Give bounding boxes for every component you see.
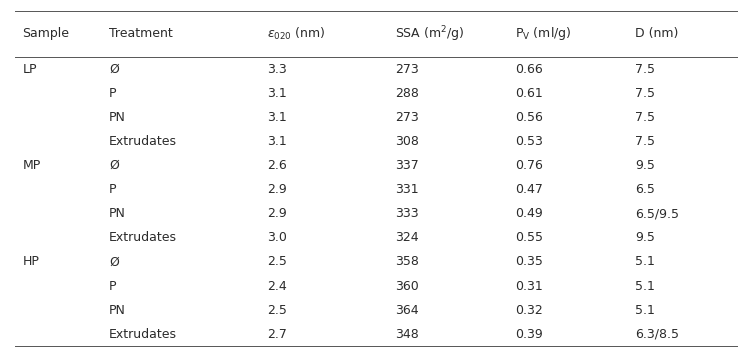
Text: SSA (m$^2$/g): SSA (m$^2$/g): [395, 24, 464, 44]
Text: 2.6: 2.6: [267, 159, 287, 172]
Text: Ø: Ø: [109, 63, 119, 76]
Text: 358: 358: [395, 256, 419, 268]
Text: 360: 360: [395, 280, 419, 292]
Text: 2.5: 2.5: [267, 304, 287, 317]
Text: P: P: [109, 87, 117, 100]
Text: 5.1: 5.1: [635, 304, 655, 317]
Text: PN: PN: [109, 304, 126, 317]
Text: 2.7: 2.7: [267, 328, 287, 341]
Text: 0.49: 0.49: [515, 207, 543, 220]
Text: 331: 331: [395, 183, 418, 196]
Text: 5.1: 5.1: [635, 280, 655, 292]
Text: PN: PN: [109, 111, 126, 124]
Text: P: P: [109, 280, 117, 292]
Text: Ø: Ø: [109, 256, 119, 268]
Text: $\varepsilon_{020}$ (nm): $\varepsilon_{020}$ (nm): [267, 26, 326, 42]
Text: 7.5: 7.5: [635, 87, 656, 100]
Text: P$_\mathregular{V}$ (ml/g): P$_\mathregular{V}$ (ml/g): [515, 25, 572, 42]
Text: 2.9: 2.9: [267, 207, 287, 220]
Text: 337: 337: [395, 159, 419, 172]
Text: 288: 288: [395, 87, 419, 100]
Text: 0.35: 0.35: [515, 256, 543, 268]
Text: 348: 348: [395, 328, 419, 341]
Text: 273: 273: [395, 63, 419, 76]
Text: Ø: Ø: [109, 159, 119, 172]
Text: 0.55: 0.55: [515, 231, 543, 244]
Text: D (nm): D (nm): [635, 27, 679, 40]
Text: 7.5: 7.5: [635, 135, 656, 148]
Text: 2.4: 2.4: [267, 280, 287, 292]
Text: 2.9: 2.9: [267, 183, 287, 196]
Text: Treatment: Treatment: [109, 27, 173, 40]
Text: 6.5: 6.5: [635, 183, 655, 196]
Text: 9.5: 9.5: [635, 231, 655, 244]
Text: Extrudates: Extrudates: [109, 328, 177, 341]
Text: 3.1: 3.1: [267, 135, 287, 148]
Text: 273: 273: [395, 111, 419, 124]
Text: 7.5: 7.5: [635, 111, 656, 124]
Text: 324: 324: [395, 231, 418, 244]
Text: 3.0: 3.0: [267, 231, 287, 244]
Text: 5.1: 5.1: [635, 256, 655, 268]
Text: P: P: [109, 183, 117, 196]
Text: 333: 333: [395, 207, 418, 220]
Text: 0.76: 0.76: [515, 159, 543, 172]
Text: 7.5: 7.5: [635, 63, 656, 76]
Text: MP: MP: [23, 159, 41, 172]
Text: 6.5/9.5: 6.5/9.5: [635, 207, 680, 220]
Text: Extrudates: Extrudates: [109, 231, 177, 244]
Text: 0.47: 0.47: [515, 183, 543, 196]
Text: 0.32: 0.32: [515, 304, 543, 317]
Text: 364: 364: [395, 304, 418, 317]
Text: HP: HP: [23, 256, 39, 268]
Text: 0.56: 0.56: [515, 111, 543, 124]
Text: 0.53: 0.53: [515, 135, 543, 148]
Text: 0.66: 0.66: [515, 63, 543, 76]
Text: Sample: Sample: [23, 27, 69, 40]
Text: LP: LP: [23, 63, 37, 76]
Text: 3.1: 3.1: [267, 111, 287, 124]
Text: 308: 308: [395, 135, 419, 148]
Text: Extrudates: Extrudates: [109, 135, 177, 148]
Text: 3.1: 3.1: [267, 87, 287, 100]
Text: 0.39: 0.39: [515, 328, 543, 341]
Text: 0.61: 0.61: [515, 87, 543, 100]
Text: 6.3/8.5: 6.3/8.5: [635, 328, 680, 341]
Text: 0.31: 0.31: [515, 280, 543, 292]
Text: 3.3: 3.3: [267, 63, 287, 76]
Text: 9.5: 9.5: [635, 159, 655, 172]
Text: PN: PN: [109, 207, 126, 220]
Text: 2.5: 2.5: [267, 256, 287, 268]
